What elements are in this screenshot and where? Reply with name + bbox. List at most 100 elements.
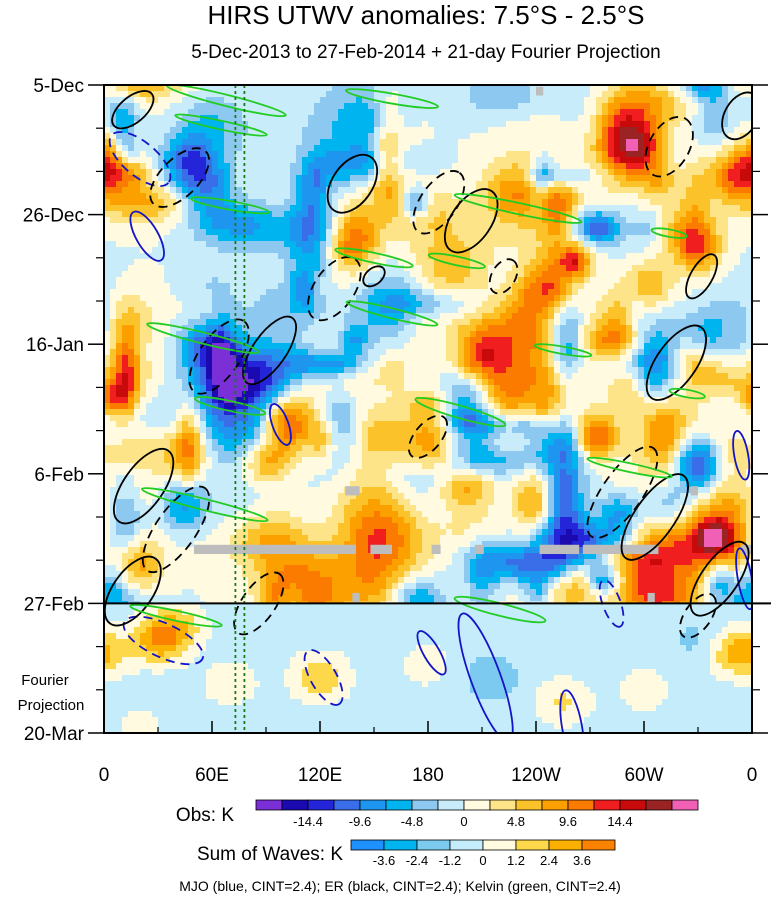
obs-cell: [284, 193, 291, 200]
obs-cell: [320, 103, 327, 110]
obs-cell: [188, 127, 195, 134]
obs-cell: [632, 85, 639, 92]
obs-cell: [494, 139, 501, 146]
obs-cell: [668, 163, 675, 170]
obs-cell: [302, 127, 309, 134]
obs-cell: [380, 115, 387, 122]
obs-cell: [686, 85, 693, 92]
obs-cell: [668, 253, 675, 260]
obs-cell: [128, 133, 135, 140]
obs-cell: [428, 103, 435, 110]
obs-cell: [260, 145, 267, 152]
obs-cell: [476, 199, 483, 206]
obs-cell: [110, 85, 117, 92]
obs-cell: [416, 187, 423, 194]
obs-cell: [590, 235, 597, 242]
obs-cell: [284, 151, 291, 158]
obs-cell: [446, 259, 453, 266]
obs-cell: [152, 151, 159, 158]
obs-cell: [362, 331, 369, 338]
obs-cell: [356, 343, 363, 350]
obs-cell: [392, 139, 399, 146]
obs-cell: [458, 223, 465, 230]
obs-cell: [494, 283, 501, 290]
obs-cell: [242, 247, 249, 254]
obs-cell: [116, 265, 123, 272]
obs-cell: [716, 181, 723, 188]
obs-cell: [386, 91, 393, 98]
obs-cell: [314, 313, 321, 320]
obs-cell: [236, 247, 243, 254]
obs-cell: [500, 181, 507, 188]
obs-cell: [446, 109, 453, 116]
obs-cell: [242, 169, 249, 176]
obs-cell: [728, 127, 735, 134]
obs-cell: [410, 199, 417, 206]
obs-cell: [188, 97, 195, 104]
obs-cell: [326, 91, 333, 98]
obs-cell: [476, 121, 483, 128]
obs-cell: [698, 337, 705, 344]
obs-cell: [572, 199, 579, 206]
obs-cell: [320, 223, 327, 230]
obs-cell: [140, 205, 147, 212]
obs-cell: [704, 103, 711, 110]
obs-cell: [134, 109, 141, 116]
obs-cell: [278, 235, 285, 242]
obs-cell: [290, 163, 297, 170]
obs-cell: [398, 295, 405, 302]
obs-cell: [320, 319, 327, 326]
obs-cell: [638, 283, 645, 290]
obs-cell: [332, 91, 339, 98]
obs-cell: [314, 103, 321, 110]
obs-cell: [728, 145, 735, 152]
obs-cell: [158, 277, 165, 284]
obs-cell: [104, 277, 111, 284]
obs-cell: [386, 187, 393, 194]
obs-cell: [422, 295, 429, 302]
obs-cell: [380, 97, 387, 104]
obs-cell: [200, 343, 207, 350]
obs-cell: [224, 229, 231, 236]
obs-cell: [404, 193, 411, 200]
obs-cell: [626, 145, 633, 152]
obs-cell: [260, 217, 267, 224]
obs-cell: [728, 121, 735, 128]
obs-cell: [638, 91, 645, 98]
obs-cell: [494, 229, 501, 236]
obs-cell: [524, 217, 531, 224]
obs-cell: [620, 259, 627, 266]
obs-cell: [458, 151, 465, 158]
obs-cell: [158, 193, 165, 200]
obs-cell: [176, 139, 183, 146]
obs-cell: [656, 151, 663, 158]
obs-cell: [470, 277, 477, 284]
obs-cell: [428, 139, 435, 146]
obs-cell: [200, 301, 207, 308]
obs-cell: [236, 85, 243, 92]
obs-cell: [320, 157, 327, 164]
obs-cell: [188, 133, 195, 140]
obs-cell: [134, 307, 141, 314]
obs-cell: [644, 265, 651, 272]
obs-cell: [368, 163, 375, 170]
obs-cell: [626, 247, 633, 254]
obs-cell: [212, 193, 219, 200]
obs-cell: [242, 241, 249, 248]
obs-cell: [476, 163, 483, 170]
obs-cell: [500, 169, 507, 176]
obs-cell: [218, 133, 225, 140]
obs-cell: [206, 205, 213, 212]
obs-cell: [158, 331, 165, 338]
obs-cell: [386, 223, 393, 230]
obs-cell: [278, 301, 285, 308]
obs-cell: [410, 151, 417, 158]
obs-cell: [260, 319, 267, 326]
obs-cell: [698, 211, 705, 218]
obs-cell: [218, 361, 225, 368]
obs-cell: [674, 217, 681, 224]
obs-cell: [440, 349, 447, 356]
obs-cell: [278, 241, 285, 248]
obs-cell: [182, 121, 189, 128]
obs-cell: [188, 109, 195, 116]
